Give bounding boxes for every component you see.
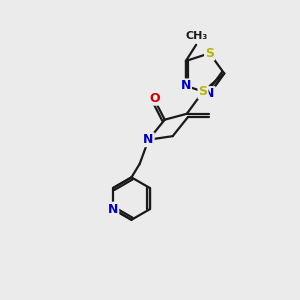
Text: S: S [205,47,214,60]
Text: S: S [199,85,208,98]
Text: O: O [149,92,160,105]
Text: CH₃: CH₃ [185,31,207,41]
Text: N: N [204,87,215,100]
Text: N: N [143,133,154,146]
Text: N: N [181,80,191,92]
Text: N: N [108,203,118,216]
